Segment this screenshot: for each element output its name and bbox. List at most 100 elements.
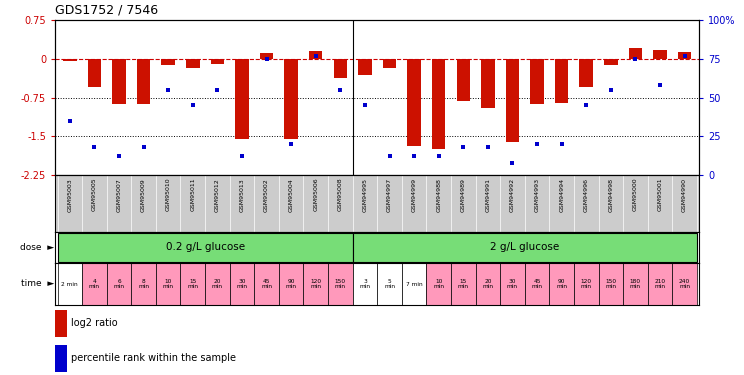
- Text: 4
min: 4 min: [89, 279, 100, 290]
- Text: GSM95006: GSM95006: [313, 178, 318, 212]
- Bar: [205, 263, 230, 305]
- Text: GSM95010: GSM95010: [166, 178, 170, 212]
- Text: time  ►: time ►: [21, 279, 54, 288]
- Text: GSM94994: GSM94994: [559, 178, 564, 212]
- Bar: [530, 59, 544, 104]
- Bar: [235, 59, 248, 139]
- Text: GDS1752 / 7546: GDS1752 / 7546: [55, 3, 158, 16]
- Text: GSM95013: GSM95013: [240, 178, 245, 212]
- Text: 210
min: 210 min: [655, 279, 666, 290]
- Text: 20
min: 20 min: [212, 279, 223, 290]
- Text: GSM95001: GSM95001: [658, 178, 662, 212]
- Bar: [407, 59, 421, 146]
- Bar: [580, 59, 593, 87]
- Text: 90
min: 90 min: [557, 279, 567, 290]
- Text: GSM95000: GSM95000: [633, 178, 638, 212]
- Text: percentile rank within the sample: percentile rank within the sample: [71, 353, 236, 363]
- Bar: [55, 310, 67, 336]
- Bar: [254, 263, 279, 305]
- Bar: [500, 263, 525, 305]
- Text: 150
min: 150 min: [606, 279, 616, 290]
- Text: GSM95008: GSM95008: [338, 178, 343, 212]
- Bar: [673, 263, 697, 305]
- Text: GSM95005: GSM95005: [92, 178, 97, 212]
- Text: GSM94997: GSM94997: [387, 178, 392, 212]
- Text: 2 g/L glucose: 2 g/L glucose: [490, 243, 559, 252]
- Bar: [57, 263, 82, 305]
- Bar: [57, 232, 353, 262]
- Bar: [475, 263, 500, 305]
- Bar: [358, 59, 372, 75]
- Bar: [156, 263, 181, 305]
- Bar: [88, 59, 101, 87]
- Bar: [653, 50, 667, 59]
- Text: 10
min: 10 min: [163, 279, 173, 290]
- Text: 30
min: 30 min: [237, 279, 248, 290]
- Bar: [181, 263, 205, 305]
- Bar: [353, 263, 377, 305]
- Text: 2 min: 2 min: [62, 282, 78, 286]
- Bar: [309, 51, 322, 59]
- Text: 240
min: 240 min: [679, 279, 690, 290]
- Bar: [678, 51, 691, 59]
- Bar: [279, 263, 304, 305]
- Text: GSM94991: GSM94991: [485, 178, 490, 212]
- Text: GSM95007: GSM95007: [117, 178, 121, 212]
- Text: 45
min: 45 min: [261, 279, 272, 290]
- Text: dose  ►: dose ►: [20, 243, 54, 252]
- Bar: [186, 59, 199, 68]
- Bar: [304, 263, 328, 305]
- Text: GSM94995: GSM94995: [362, 178, 368, 212]
- Text: 90
min: 90 min: [286, 279, 297, 290]
- Text: 10
min: 10 min: [433, 279, 444, 290]
- Bar: [161, 59, 175, 65]
- Bar: [506, 59, 519, 142]
- Bar: [648, 263, 673, 305]
- Text: 45
min: 45 min: [531, 279, 542, 290]
- Bar: [555, 59, 568, 103]
- Text: 120
min: 120 min: [310, 279, 321, 290]
- Text: log2 ratio: log2 ratio: [71, 318, 118, 328]
- Bar: [574, 263, 598, 305]
- Bar: [525, 263, 549, 305]
- Text: 5
min: 5 min: [384, 279, 395, 290]
- Text: GSM94998: GSM94998: [609, 178, 613, 212]
- Bar: [284, 59, 298, 139]
- Bar: [377, 263, 402, 305]
- Text: GSM94996: GSM94996: [584, 178, 589, 212]
- Bar: [112, 59, 126, 104]
- Bar: [598, 263, 623, 305]
- Text: GSM95012: GSM95012: [215, 178, 220, 212]
- Bar: [131, 263, 156, 305]
- Text: GSM95003: GSM95003: [67, 178, 72, 212]
- Text: GSM94992: GSM94992: [510, 178, 515, 212]
- Bar: [55, 345, 67, 372]
- Bar: [230, 263, 254, 305]
- Bar: [328, 263, 353, 305]
- Bar: [623, 263, 648, 305]
- Bar: [82, 263, 106, 305]
- Bar: [549, 263, 574, 305]
- Text: 7 min: 7 min: [405, 282, 423, 286]
- Text: 120
min: 120 min: [580, 279, 591, 290]
- Text: GSM94990: GSM94990: [682, 178, 687, 212]
- Bar: [333, 59, 347, 78]
- Text: GSM95002: GSM95002: [264, 178, 269, 212]
- Text: 15
min: 15 min: [458, 279, 469, 290]
- Text: 3
min: 3 min: [359, 279, 371, 290]
- Text: GSM94993: GSM94993: [534, 178, 539, 212]
- Bar: [260, 53, 273, 59]
- Text: GSM95009: GSM95009: [141, 178, 146, 212]
- Text: 30
min: 30 min: [507, 279, 518, 290]
- Bar: [604, 59, 618, 65]
- Text: GSM95011: GSM95011: [190, 178, 195, 212]
- Text: GSM94999: GSM94999: [411, 178, 417, 212]
- Text: GSM95004: GSM95004: [289, 178, 294, 212]
- Bar: [106, 263, 131, 305]
- Bar: [63, 59, 77, 62]
- Bar: [353, 232, 697, 262]
- Text: GSM94989: GSM94989: [461, 178, 466, 212]
- Bar: [211, 59, 224, 64]
- Text: 150
min: 150 min: [335, 279, 346, 290]
- Bar: [137, 59, 150, 104]
